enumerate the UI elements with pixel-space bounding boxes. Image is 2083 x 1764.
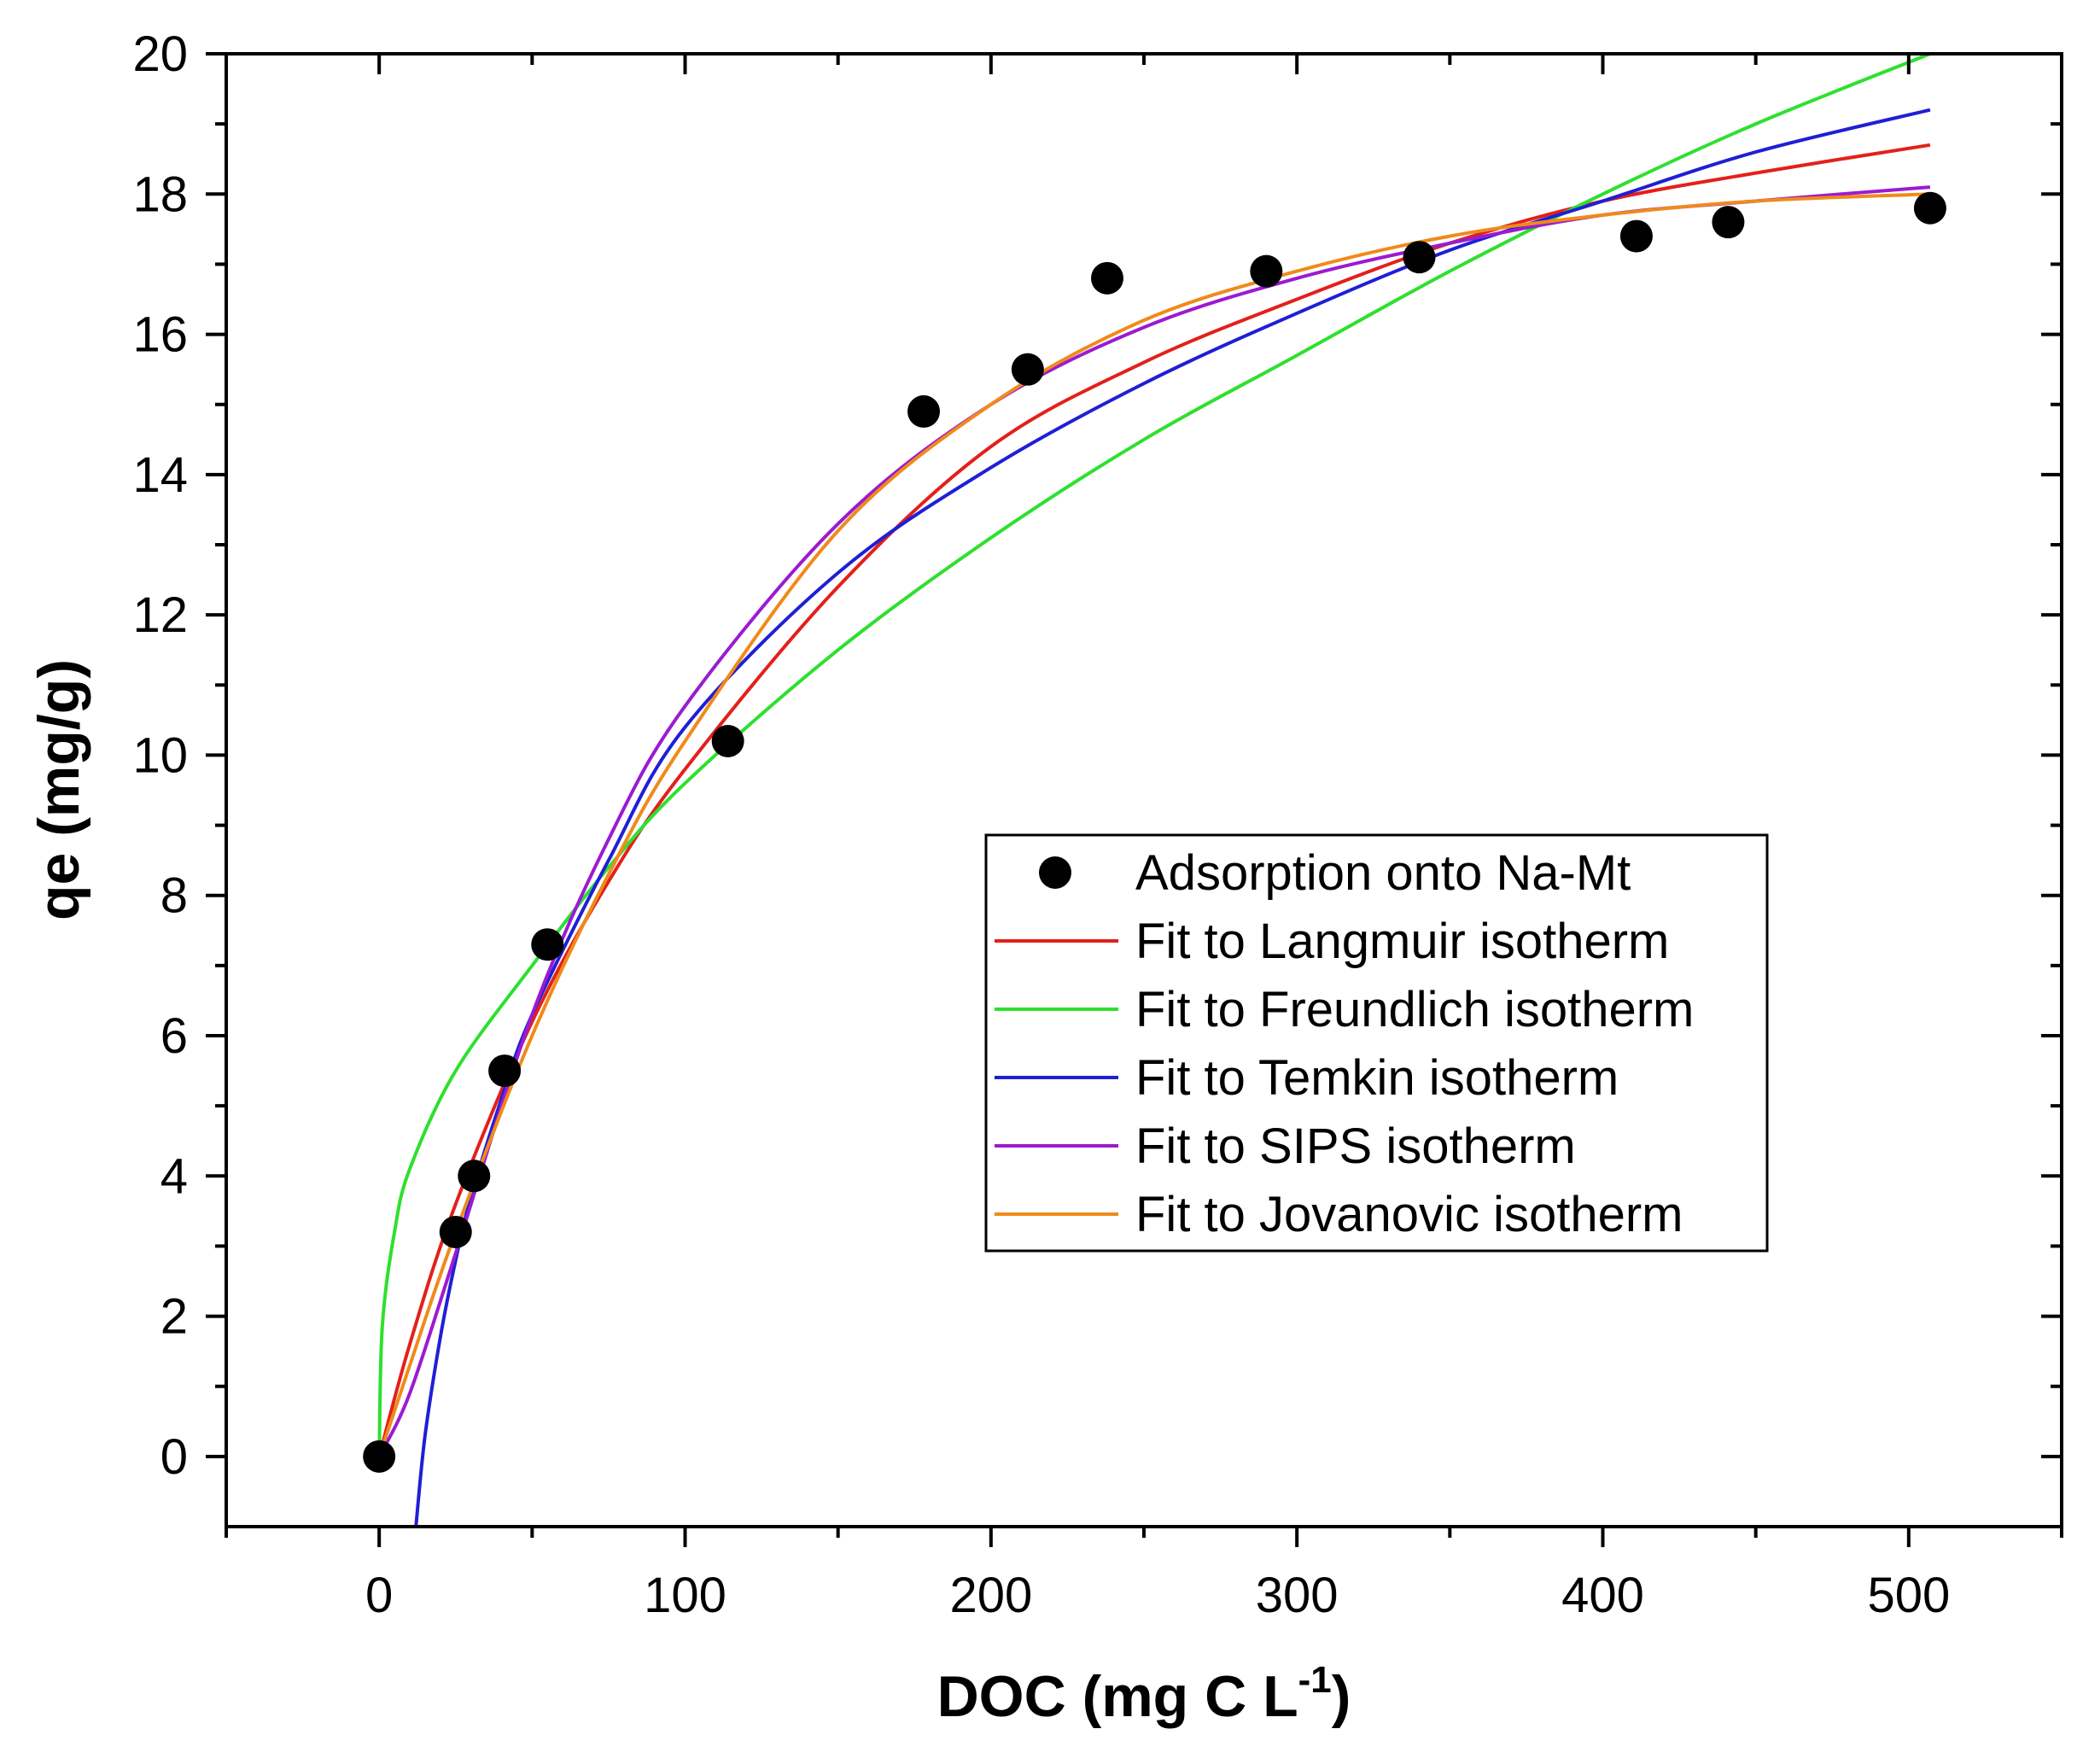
legend-label: Adsorption onto Na-Mt [1135,845,1631,901]
x-tick-label: 500 [1867,1568,1950,1623]
data-point [363,1440,396,1473]
data-point [1011,353,1044,386]
x-tick-label: 100 [644,1568,726,1623]
plot-frame [225,52,2063,1528]
data-point [1403,241,1436,274]
legend-box [984,833,1769,1253]
y-tick-label: 12 [132,587,188,643]
y-tick-label: 0 [160,1429,188,1485]
data-point [1250,254,1283,288]
y-tick-label: 4 [160,1148,188,1204]
legend-label: Fit to Langmuir isotherm [1135,914,1669,969]
y-axis-title: qe (mg/g) [26,659,91,920]
y-tick-label: 10 [132,727,188,783]
data-point [711,725,744,757]
x-tick-label: 300 [1256,1568,1339,1623]
x-tick-label: 200 [949,1568,1032,1623]
series-line-3 [414,108,1931,1527]
data-point [1091,261,1123,295]
legend-label: Fit to SIPS isotherm [1135,1119,1576,1174]
x-tick-label: 400 [1561,1568,1644,1623]
axis-ticks [206,52,2063,1547]
y-tick-label: 8 [160,868,188,924]
data-point [458,1159,491,1193]
data-point [488,1054,522,1088]
legend: Adsorption onto Na-Mt Fit to Langmuir iso… [984,833,1769,1253]
x-axis-title: DOC (mg C L-1) [937,1659,1351,1729]
data-points [363,191,1946,1473]
y-tick-label: 18 [132,166,188,222]
legend-label: Fit to Freundlich isotherm [1135,982,1694,1037]
y-tick-label: 16 [132,307,188,363]
legend-marker [1039,856,1071,889]
legend-label: Fit to Temkin isotherm [1135,1050,1619,1106]
y-tick-label: 2 [160,1289,188,1345]
series-line-1 [377,143,1931,1457]
series-line-5 [377,192,1930,1457]
data-point [1712,206,1745,239]
data-point [1619,219,1653,253]
data-point [531,928,564,961]
y-tick-label: 14 [132,447,188,503]
data-point [439,1216,472,1248]
data-point [1913,191,1946,225]
tick-labels: 0 100 200 300 400 500 0 2 4 6 8 10 12 14 16 18 20 [132,26,1950,1623]
legend-label: Fit to Jovanovic isotherm [1135,1187,1683,1242]
fit-curves [377,52,1931,1527]
data-point [907,394,940,428]
y-tick-label: 20 [132,26,188,82]
x-tick-label: 0 [365,1568,393,1623]
y-tick-label: 6 [160,1008,188,1064]
